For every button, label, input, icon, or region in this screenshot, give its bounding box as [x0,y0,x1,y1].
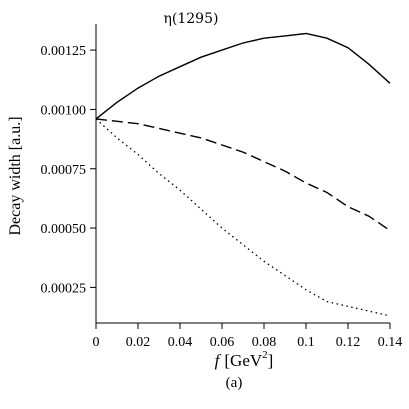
x-axis-label-variable: f [215,351,222,370]
x-axis-label-exponent: 2 [262,349,268,361]
y-tick-label: 0.00125 [41,44,87,59]
y-tick-label: 0.00050 [41,222,87,237]
x-tick-label: 0.08 [252,335,277,350]
y-axis-label: Decay width [a.u.] [7,116,24,235]
chart-title: η(1295) [164,11,219,27]
x-tick-label: 0.12 [336,335,361,350]
x-tick-label: 0.04 [168,335,193,350]
series-line-dashed [95,118,391,232]
x-axis-label-unit: [GeV [224,351,262,370]
y-tick-label: 0.00025 [41,281,87,296]
x-tick-label: 0.02 [126,335,151,350]
series-line-solid [95,32,391,120]
x-tick-label: 0.14 [378,335,403,350]
x-axis-label: f [GeV2] [215,349,274,370]
x-axis-label-close: ] [268,351,274,370]
series-line-dotted [95,118,391,317]
x-tick-label: 0.1 [297,335,315,350]
x-axis-ticks: 0 0.02 0.04 0.06 0.08 0.1 0.12 0.14 [93,323,403,350]
y-tick-label: 0.00100 [41,103,87,118]
y-tick-label: 0.00075 [41,163,87,178]
x-tick-label: 0.06 [210,335,235,350]
series-group [95,32,391,317]
x-tick-label: 0 [93,335,100,350]
y-axis-ticks: 0.00025 0.00050 0.00075 0.00100 0.00125 [41,44,96,296]
panel-label: (a) [226,375,243,391]
